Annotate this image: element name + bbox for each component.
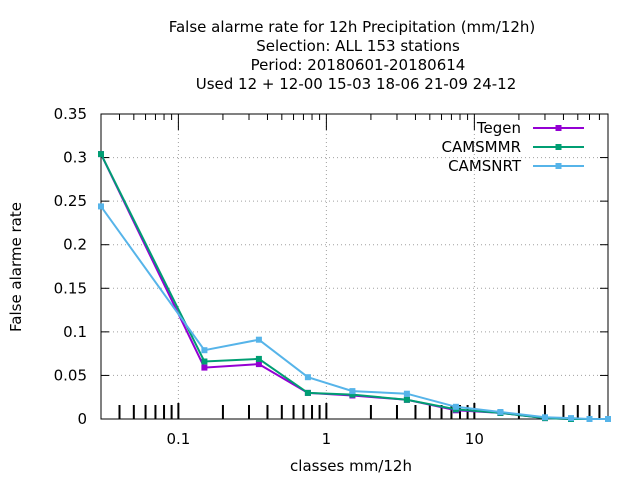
data-point: [304, 374, 311, 381]
data-point: [403, 396, 410, 403]
series-layer: [98, 151, 611, 422]
legend-marker: [555, 144, 562, 150]
data-point: [255, 355, 262, 362]
y-tick-label: 0.2: [63, 236, 87, 254]
data-point: [452, 403, 459, 410]
data-point: [255, 336, 262, 343]
y-tick-label: 0.15: [54, 279, 87, 297]
grid: [101, 114, 608, 419]
legend-marker: [555, 163, 562, 169]
series-line: [100, 153, 608, 420]
data-point: [497, 409, 504, 415]
x-tick-label: 0.1: [166, 430, 190, 448]
series-line: [100, 205, 608, 420]
legend-label: CAMSNRT: [448, 157, 522, 175]
data-point: [201, 364, 208, 371]
legend-label: Tegen: [476, 119, 521, 137]
data-point: [98, 203, 104, 210]
data-point: [201, 347, 208, 354]
data-point: [201, 358, 208, 365]
data-point: [98, 151, 104, 158]
chart-title-line: Period: 20180601-20180614: [251, 56, 466, 74]
chart-title-line: Selection: ALL 153 stations: [256, 37, 460, 55]
plot-frame: [100, 113, 609, 420]
y-tick-label: 0.05: [54, 366, 87, 384]
data-point: [349, 391, 356, 398]
legend-marker: [555, 125, 562, 131]
y-tick-label: 0: [77, 410, 87, 428]
y-tick-label: 0.35: [54, 105, 87, 123]
chart-title: False alarme rate for 12h Precipitation …: [169, 18, 536, 93]
chart-title-line: False alarme rate for 12h Precipitation …: [169, 18, 536, 36]
y-tick-label: 0.1: [63, 323, 87, 341]
y-tick-label: 0.25: [54, 192, 87, 210]
data-point: [255, 361, 262, 368]
chart-title-line: Used 12 + 12-00 15-03 18-06 21-09 24-12: [196, 75, 517, 93]
y-tick-label: 0.3: [63, 149, 87, 167]
data-point: [568, 415, 574, 422]
x-axis-label: classes mm/12h: [290, 457, 412, 475]
legend-label: CAMSMMR: [441, 138, 521, 156]
data-point: [542, 414, 548, 421]
data-point: [349, 388, 356, 395]
data-point: [304, 389, 311, 396]
y-axis-label: False alarme rate: [7, 202, 25, 332]
x-tick-label: 1: [322, 430, 332, 448]
data-point: [605, 416, 611, 422]
axis-ticks: 0 0.05 0.1 0.15 0.2 0.25 0.3 0.35 0.1 1 10: [54, 105, 608, 448]
data-point: [403, 390, 410, 397]
x-tick-label: 10: [465, 430, 484, 448]
data-point: [586, 416, 593, 422]
series-line: [100, 153, 608, 420]
